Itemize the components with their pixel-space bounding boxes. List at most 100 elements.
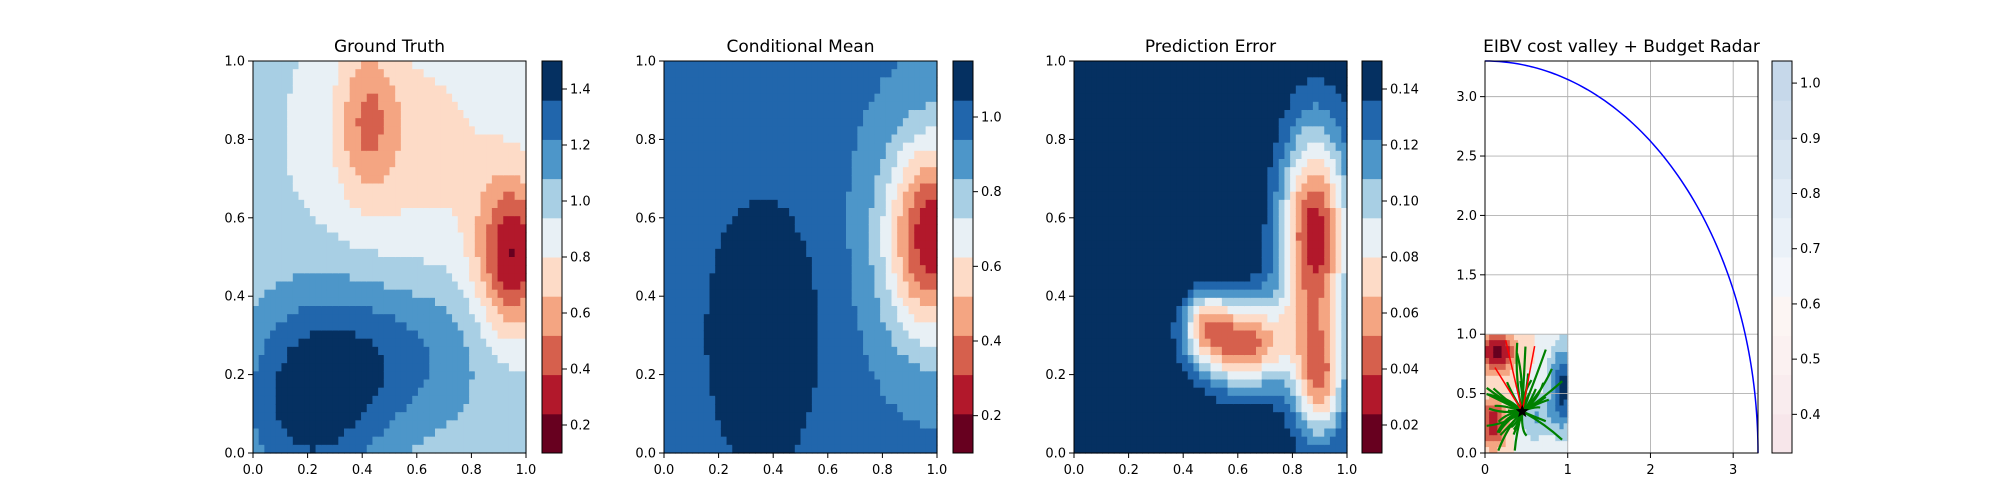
heatmap-cell [299, 69, 305, 78]
heatmap-cell [287, 167, 293, 176]
heatmap-cell [914, 388, 920, 397]
heatmap-cell [452, 265, 458, 274]
heatmap-cell [515, 159, 521, 168]
heatmap-cell [270, 306, 276, 315]
heatmap-cell [1097, 396, 1103, 405]
heatmap-cell [687, 306, 693, 315]
heatmap-cell [441, 404, 447, 413]
heatmap-cell [469, 233, 475, 242]
heatmap-cell [846, 94, 852, 103]
heatmap-cell [333, 282, 339, 291]
heatmap-cell [909, 126, 915, 135]
heatmap-cell [304, 126, 310, 135]
heatmap-cell [727, 241, 733, 250]
heatmap-cell [670, 257, 676, 266]
heatmap-cell [458, 445, 464, 454]
heatmap-cell [738, 110, 744, 119]
heatmap-cell [1097, 192, 1103, 201]
heatmap-cell [350, 69, 356, 78]
heatmap-cell [401, 339, 407, 348]
heatmap-cell [698, 200, 704, 209]
heatmap-cell [361, 184, 367, 193]
heatmap-cell [863, 371, 869, 380]
heatmap-cell [846, 388, 852, 397]
heatmap-cell [732, 167, 738, 176]
heatmap-cell [458, 265, 464, 274]
heatmap-cell [299, 363, 305, 372]
heatmap-cell [344, 331, 350, 340]
heatmap-cell [812, 265, 818, 274]
heatmap-cell [321, 265, 327, 274]
heatmap-cell [772, 273, 778, 282]
heatmap-cell [407, 94, 413, 103]
heatmap-cell [772, 412, 778, 421]
heatmap-cell [892, 265, 898, 274]
heatmap-cell [441, 298, 447, 307]
heatmap-cell [732, 363, 738, 372]
heatmap-cell [783, 322, 789, 331]
heatmap-cell [789, 314, 795, 323]
heatmap-cell [1074, 339, 1080, 348]
heatmap-cell [1097, 314, 1103, 323]
heatmap-cell [463, 412, 469, 421]
heatmap-cell [395, 216, 401, 225]
heatmap-cell [812, 273, 818, 282]
heatmap-cell [738, 331, 744, 340]
heatmap-cell [276, 282, 282, 291]
heatmap-cell [259, 445, 265, 454]
heatmap-cell [692, 290, 698, 299]
heatmap-cell [481, 355, 487, 364]
heatmap-cell [469, 322, 475, 331]
heatmap-cell [692, 257, 698, 266]
heatmap-cell [412, 290, 418, 299]
heatmap-cell [446, 192, 452, 201]
heatmap-cell [361, 371, 367, 380]
heatmap-cell [481, 290, 487, 299]
heatmap-cell [435, 412, 441, 421]
heatmap-cell [412, 216, 418, 225]
heatmap-cell [801, 184, 807, 193]
heatmap-cell [395, 94, 401, 103]
heatmap-cell [783, 306, 789, 315]
heatmap-cell [744, 339, 750, 348]
heatmap-cell [892, 437, 898, 446]
heatmap-cell [344, 200, 350, 209]
heatmap-cell [350, 86, 356, 95]
heatmap-cell [675, 208, 681, 217]
heatmap-cell [475, 347, 481, 356]
heatmap-cell [783, 135, 789, 144]
heatmap-cell [806, 86, 812, 95]
heatmap-cell [503, 257, 509, 266]
heatmap-cell [270, 249, 276, 258]
heatmap-cell [687, 126, 693, 135]
heatmap-cell [401, 216, 407, 225]
heatmap-cell [880, 110, 886, 119]
heatmap-cell [846, 306, 852, 315]
heatmap-cell [281, 208, 287, 217]
heatmap-cell [270, 298, 276, 307]
colorbar-tick-label: 0.8 [981, 185, 1002, 200]
heatmap-cell [721, 216, 727, 225]
heatmap-cell [469, 412, 475, 421]
heatmap-cell [367, 257, 373, 266]
heatmap-cell [350, 404, 356, 413]
heatmap-cell [863, 175, 869, 184]
heatmap-cell [823, 249, 829, 258]
heatmap-cell [852, 151, 858, 160]
heatmap-cell [880, 143, 886, 152]
heatmap-cell [692, 420, 698, 429]
heatmap-cell [783, 429, 789, 438]
heatmap-cell [812, 184, 818, 193]
heatmap-cell [327, 126, 333, 135]
heatmap-cell [327, 86, 333, 95]
heatmap-cell [874, 151, 880, 160]
heatmap-cell [818, 241, 824, 250]
heatmap-cell [721, 135, 727, 144]
heatmap-cell [344, 339, 350, 348]
heatmap-cell [692, 363, 698, 372]
heatmap-cell [789, 77, 795, 86]
heatmap-cell [914, 110, 920, 119]
heatmap-cell [795, 61, 801, 70]
heatmap-cell [1074, 61, 1080, 70]
heatmap-cell [350, 126, 356, 135]
